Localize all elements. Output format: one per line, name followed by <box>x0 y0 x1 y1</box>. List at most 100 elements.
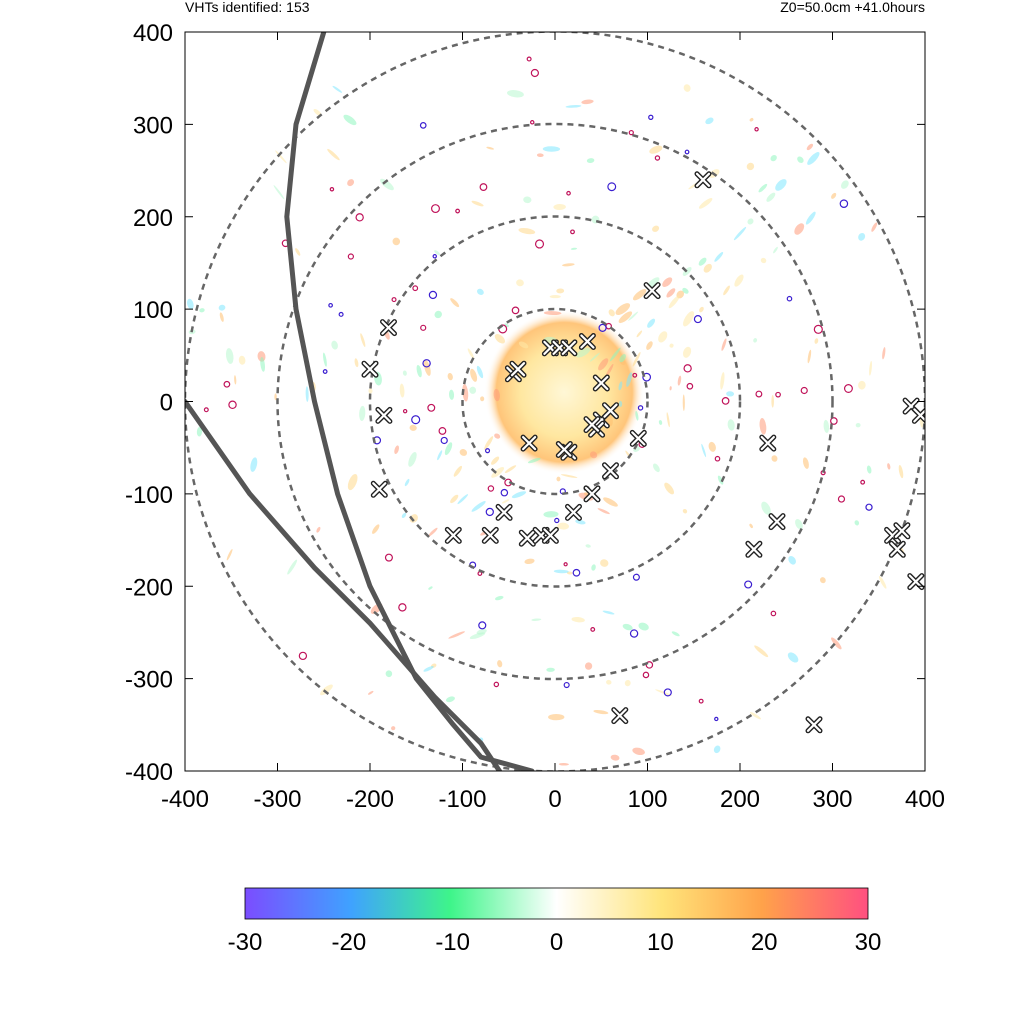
contour-loop <box>485 507 494 517</box>
field-blob <box>504 465 517 473</box>
field-blob <box>831 192 837 199</box>
field-blob <box>480 396 485 402</box>
contour-loop <box>347 253 355 260</box>
vht-marker <box>375 406 393 424</box>
field-blob <box>887 463 891 470</box>
contour-loop <box>786 295 793 302</box>
field-blob <box>518 341 529 349</box>
field-blob <box>484 436 494 450</box>
x-tick-label: 400 <box>905 786 945 813</box>
vht-marker-stroke <box>566 505 581 520</box>
field-blob <box>683 84 691 92</box>
field-blob <box>652 225 660 232</box>
header-left-text: VHTs identified: 153 <box>185 0 310 15</box>
field-blob <box>671 631 680 637</box>
field-blob <box>819 577 826 584</box>
contour-loop <box>572 568 581 577</box>
contour-loop <box>598 323 607 332</box>
range-ring <box>461 307 649 496</box>
range-rings <box>185 32 925 771</box>
field-blob <box>590 352 600 362</box>
field-blob <box>477 288 484 296</box>
contour-loop <box>322 369 328 374</box>
field-blob <box>635 410 639 421</box>
field-blob <box>347 179 355 187</box>
field-blob <box>652 463 660 473</box>
field-blob <box>754 645 769 658</box>
field-blob <box>823 419 830 433</box>
field-blob <box>771 394 774 408</box>
vht-marker-stroke <box>362 362 378 377</box>
contour-loop <box>479 183 488 191</box>
contour-loop <box>420 324 427 331</box>
field-blob <box>749 523 753 529</box>
field-blob <box>380 178 394 191</box>
field-blob <box>327 148 340 161</box>
contour-loop <box>455 208 461 214</box>
contour-loop <box>398 603 407 612</box>
field-blob <box>858 232 866 241</box>
field-blob <box>593 709 609 715</box>
field-blob <box>898 464 904 479</box>
field-blob <box>409 514 418 523</box>
field-blob <box>759 417 767 435</box>
contour-loop <box>683 364 692 373</box>
field-blob <box>590 451 598 459</box>
contour-loop <box>837 495 846 503</box>
contour-loop <box>438 427 447 435</box>
field-blob <box>434 310 442 319</box>
field-blob <box>450 494 459 504</box>
field-blob <box>703 263 712 273</box>
vht-marker <box>907 573 925 591</box>
vht-marker-stroke <box>612 708 627 723</box>
field-blob <box>624 679 631 687</box>
contour-loop <box>487 485 495 492</box>
field-blob <box>359 405 366 422</box>
field-blob <box>491 466 505 478</box>
field-blob <box>531 618 542 622</box>
vht-marker <box>602 462 619 480</box>
field-blob <box>467 348 475 360</box>
y-tick-label: -100 <box>125 482 173 509</box>
vht-marker-stroke <box>561 340 577 355</box>
contour-loop <box>642 671 650 679</box>
vht-marker-stroke <box>695 172 711 187</box>
colorbar-tick-label: -10 <box>435 929 470 956</box>
contour-loop <box>384 553 393 562</box>
field-blob <box>447 372 453 381</box>
field-blob <box>682 267 692 276</box>
field-blob <box>807 349 812 364</box>
contour-loop <box>500 488 509 497</box>
contour-loop <box>563 681 570 689</box>
contour-loop <box>800 386 808 395</box>
field-blob <box>647 277 660 288</box>
field-blob <box>391 726 396 731</box>
field-blob <box>399 383 405 398</box>
field-blob <box>343 114 357 126</box>
vht-marker <box>578 333 596 350</box>
y-tick-label: -200 <box>125 574 173 601</box>
field-blob <box>250 457 258 472</box>
contour-loop <box>648 114 654 120</box>
field-blob <box>287 559 298 575</box>
field-blob <box>669 386 672 391</box>
field-blob <box>449 389 455 400</box>
contour-loop <box>755 390 763 398</box>
field-blob <box>664 482 675 495</box>
field-blob <box>332 85 343 93</box>
field-blob <box>636 330 643 338</box>
vht-marker <box>759 434 777 452</box>
contour-loop <box>590 627 596 632</box>
y-tick-label: 100 <box>133 297 173 324</box>
field-blob <box>677 375 682 386</box>
contour-loop <box>419 122 427 129</box>
contour-loop <box>493 681 500 688</box>
contour-loop <box>642 372 652 382</box>
field-blob <box>295 248 301 256</box>
field-blob <box>470 368 478 382</box>
vht-marker <box>629 429 647 447</box>
contour-loop <box>355 213 364 222</box>
contour-loop <box>654 155 661 161</box>
field-blob <box>462 383 469 402</box>
